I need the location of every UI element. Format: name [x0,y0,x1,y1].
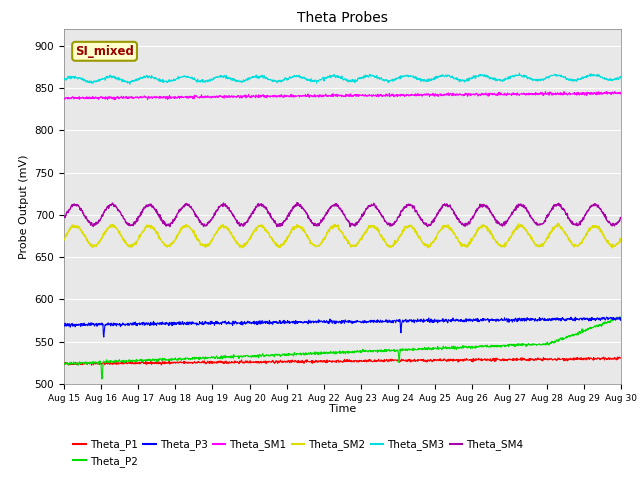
Title: Theta Probes: Theta Probes [297,11,388,25]
Text: SI_mixed: SI_mixed [75,45,134,58]
Legend: Theta_P1, Theta_P2, Theta_P3, Theta_SM1, Theta_SM2, Theta_SM3, Theta_SM4: Theta_P1, Theta_P2, Theta_P3, Theta_SM1,… [69,435,528,471]
Y-axis label: Probe Output (mV): Probe Output (mV) [19,154,29,259]
X-axis label: Time: Time [329,404,356,414]
